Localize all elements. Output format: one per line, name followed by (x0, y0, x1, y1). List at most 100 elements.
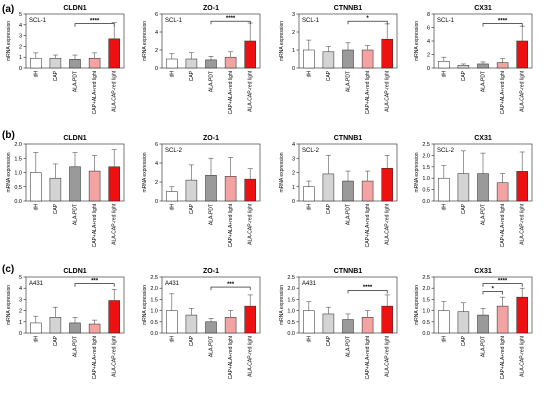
category-label: CAP (189, 203, 195, 214)
bar (477, 314, 489, 334)
y-tick-label: 3 (19, 297, 22, 303)
row-label-c: (c) (2, 264, 14, 275)
y-axis-label: mRNA expression (279, 152, 285, 192)
bar (49, 317, 62, 334)
y-tick-label: 1.0 (422, 309, 430, 315)
bar (88, 58, 101, 69)
category-label: ALA-PDT (73, 204, 79, 225)
category-label: dH (306, 204, 312, 211)
significance-label: * (366, 16, 369, 22)
y-axis-label: mRNA expression (142, 285, 148, 325)
y-tick-label: 1 (292, 185, 295, 191)
significance-label: **** (498, 279, 508, 285)
significance-bracket (482, 291, 503, 295)
y-tick-label: 2.5 (422, 275, 430, 281)
category-label: dH (306, 71, 312, 78)
y-axis-label: mRNA expression (279, 285, 285, 325)
chart-title: CTNNB1 (334, 268, 362, 275)
bar (185, 179, 198, 202)
category-label: CAP (326, 203, 332, 214)
category-label: ALA-PDT (481, 71, 487, 92)
bar (69, 322, 81, 334)
bar (108, 300, 120, 334)
bar (361, 317, 374, 334)
y-tick-label: 1 (292, 48, 295, 54)
chart-6: CTNNB1 SCL-2 0 1 2 3 4 mRNA expression dH CAP ALA-… (279, 135, 398, 247)
category-label: ALA-PDT (346, 204, 352, 225)
cell-line-annotation: SCL-1 (437, 18, 455, 24)
category-label: ALA-PDT (481, 336, 487, 357)
category-label: ALA-PDT (209, 204, 215, 225)
category-label: CAP+ALA+red light (365, 335, 371, 379)
significance-label: **** (363, 285, 373, 291)
significance-bracket (74, 283, 115, 287)
category-label: CAP+ALA+red light (500, 335, 506, 379)
significance-label: **** (90, 19, 100, 25)
y-tick-label: 4 (19, 286, 22, 292)
category-label: ALA-CAP-red light (112, 203, 118, 244)
category-label: ALA-CAP-red light (520, 335, 526, 376)
bar (166, 191, 178, 202)
category-label: CAP+ALA+red light (228, 203, 234, 247)
bar (516, 296, 528, 334)
category-label: CAP+ALA+red light (92, 70, 98, 114)
bar (224, 176, 237, 202)
y-tick-label: 2 (292, 171, 295, 177)
y-axis-label: mRNA expression (6, 152, 12, 192)
y-tick-label: 2 (19, 44, 22, 50)
bar (438, 61, 450, 69)
y-tick-label: 6 (155, 12, 158, 18)
chart-0: CLDN1 SCL-1 0 1 2 3 4 5 mRNA expression dH CAP ALA-… (6, 5, 125, 114)
y-tick-label: 2 (155, 48, 158, 54)
y-axis-label: mRNA expression (6, 285, 12, 325)
y-tick-label: 1.5 (422, 297, 430, 303)
y-tick-label: 1.0 (287, 309, 295, 315)
cell-line-annotation: A431 (165, 281, 180, 287)
y-tick-label: 2 (292, 30, 295, 36)
y-tick-label: 1.5 (287, 297, 295, 303)
category-label: ALA-CAP-red light (248, 203, 254, 244)
bar (457, 311, 470, 334)
y-axis-label: mRNA expression (6, 21, 12, 61)
category-label: dH (33, 204, 39, 211)
category-label: ALA-PDT (481, 204, 487, 225)
bar (303, 49, 315, 69)
chart-title: CLDN1 (63, 135, 86, 142)
chart-title: CLDN1 (63, 268, 86, 275)
category-label: CAP (461, 203, 467, 214)
cell-line-annotation: SCL-2 (437, 148, 455, 154)
bar (342, 180, 354, 202)
category-label: CAP+ALA+red light (500, 203, 506, 247)
y-tick-label: 0.0 (287, 331, 295, 337)
bar (185, 314, 198, 334)
chart-title: CLDN1 (63, 5, 86, 12)
significance-label: **** (498, 18, 508, 24)
category-label: CAP (461, 70, 467, 81)
y-tick-label: 6 (427, 26, 430, 32)
y-tick-label: 1.5 (422, 165, 430, 171)
bar (166, 58, 178, 69)
chart-title: ZO-1 (203, 268, 219, 275)
y-tick-label: 6 (155, 142, 158, 148)
y-tick-label: 0.5 (422, 188, 430, 194)
y-tick-label: 2 (19, 309, 22, 315)
category-label: CAP+ALA+red light (92, 203, 98, 247)
significance-bracket (347, 290, 388, 294)
significance-label: **** (226, 16, 236, 22)
y-axis-label: mRNA expression (414, 21, 420, 61)
category-label: dH (33, 336, 39, 343)
chart-title: CX31 (474, 5, 492, 12)
y-tick-label: 0.5 (422, 320, 430, 326)
category-label: ALA-CAP-red light (112, 70, 118, 111)
bar (303, 186, 315, 202)
category-label: dH (169, 204, 175, 211)
category-label: dH (169, 71, 175, 78)
bar (244, 305, 256, 334)
significance-label: *** (227, 282, 235, 288)
bar (477, 63, 489, 69)
category-label: dH (441, 204, 447, 211)
y-tick-label: 0.0 (150, 331, 158, 337)
category-label: ALA-CAP-red light (520, 203, 526, 244)
